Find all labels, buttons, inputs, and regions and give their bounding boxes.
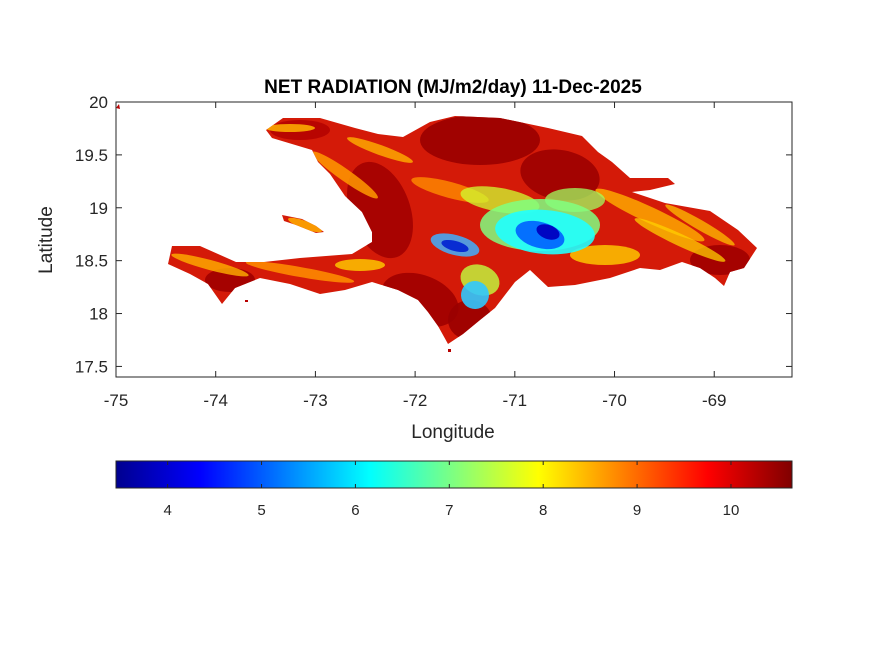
heatmap-cell (420, 116, 540, 165)
heatmap-cell (595, 188, 705, 242)
islet (448, 349, 451, 352)
y-tick-label: 19.5 (75, 146, 108, 165)
x-tick-label: -70 (602, 391, 627, 410)
heatmap-cell (441, 239, 469, 253)
heatmap-cell (171, 253, 249, 277)
colorbar-tick-label: 5 (257, 502, 265, 519)
y-tick-label: 18.5 (75, 252, 108, 271)
islet (116, 104, 120, 109)
colorbar-tick-label: 6 (351, 502, 359, 519)
heatmap-cell (536, 224, 560, 240)
x-axis-ticks: -75 -74 -73 -72 -71 -70 -69 (104, 102, 727, 410)
heatmap-cell (335, 259, 385, 271)
heatmap-cell (265, 124, 315, 132)
y-tick-label: 19 (89, 199, 108, 218)
heatmap-cell (461, 281, 489, 309)
heatmap-cell (665, 204, 735, 246)
heatmap-cell (288, 217, 322, 233)
heatmap-cell (520, 149, 600, 201)
colorbar-tick-label: 10 (723, 502, 740, 519)
y-tick-label: 17.5 (75, 357, 108, 376)
colorbar-tick-label: 4 (163, 502, 171, 519)
heatmap-cell (634, 218, 726, 262)
x-tick-label: -75 (104, 391, 129, 410)
colorbar-tick-label: 8 (539, 502, 547, 519)
x-axis-label: Longitude (411, 422, 494, 443)
y-axis-ticks: 17.5 18 18.5 19 19.5 20 (75, 93, 792, 376)
chart-title: NET RADIATION (MJ/m2/day) 11-Dec-2025 (264, 77, 642, 98)
x-tick-label: -72 (403, 391, 428, 410)
colorbar-ticks: 4 5 6 7 8 9 10 (163, 461, 739, 519)
y-axis-label: Latitude (36, 206, 57, 274)
islet (245, 300, 248, 302)
heatmap-cell (312, 151, 378, 199)
y-tick-label: 18 (89, 305, 108, 324)
colorbar-gradient (115, 460, 793, 489)
heatmap-cell (245, 261, 355, 283)
y-tick-label: 20 (89, 93, 108, 112)
heatmap-cell (570, 245, 640, 265)
colorbar-tick-label: 7 (445, 502, 453, 519)
x-tick-label: -74 (203, 391, 228, 410)
colorbar-tick-label: 9 (633, 502, 641, 519)
x-tick-label: -73 (303, 391, 328, 410)
colorbar: 4 5 6 7 8 9 10 (115, 460, 793, 519)
heatmap-cell (347, 137, 413, 163)
x-tick-label: -71 (503, 391, 528, 410)
x-tick-label: -69 (702, 391, 727, 410)
